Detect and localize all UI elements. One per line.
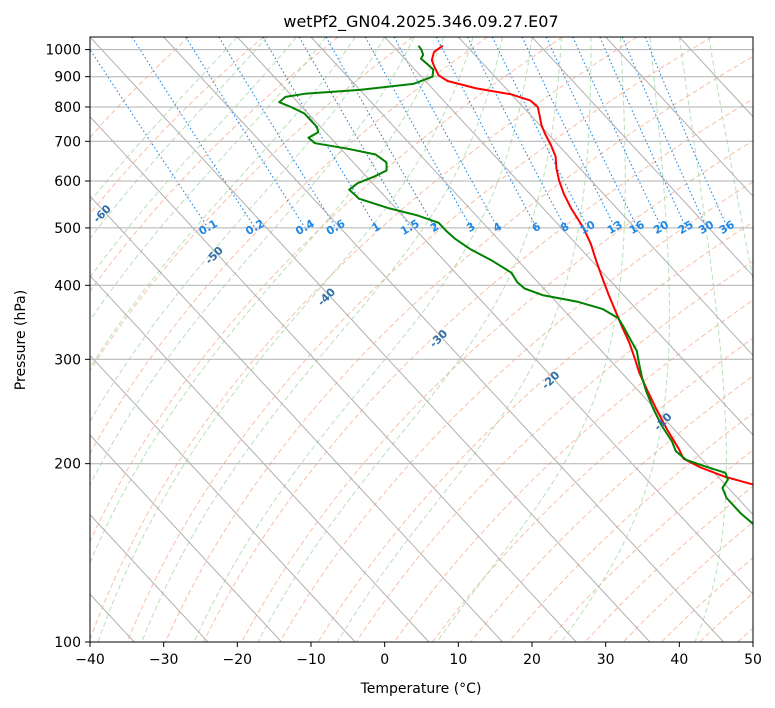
dry-adiabat-line bbox=[164, 55, 753, 642]
background-lines bbox=[90, 37, 753, 642]
moist-adiabat-line bbox=[193, 37, 533, 642]
isotherm-line bbox=[90, 354, 356, 642]
dry-adiabat-line bbox=[90, 37, 563, 543]
mixing-ratio-line bbox=[364, 37, 472, 229]
x-tick-label: 40 bbox=[670, 652, 688, 668]
moist-adiabat-line bbox=[560, 37, 670, 642]
x-tick-label: 10 bbox=[449, 652, 467, 668]
y-tick-label: 700 bbox=[54, 134, 81, 150]
dry-adiabat-line bbox=[90, 37, 264, 215]
mixing-ratio-line bbox=[491, 37, 589, 229]
moist-adiabat-line bbox=[90, 37, 386, 423]
isotherm-line bbox=[531, 37, 753, 277]
isotherm-line bbox=[90, 513, 209, 642]
isotherm-line bbox=[90, 275, 430, 642]
x-axis-label: Temperature (°C) bbox=[360, 681, 482, 697]
y-tick-label: 800 bbox=[54, 100, 81, 116]
y-tick-label: 900 bbox=[54, 70, 81, 86]
y-tick-label: 300 bbox=[54, 352, 81, 368]
mixing-ratio-line bbox=[218, 37, 337, 229]
dry-adiabat-line bbox=[90, 37, 339, 293]
x-tick-label: −10 bbox=[296, 652, 326, 668]
moist-adiabat-line bbox=[90, 37, 268, 240]
moist-adiabat-line bbox=[97, 37, 474, 642]
dewpoint-line bbox=[278, 45, 753, 526]
y-axis-label: Pressure (hPa) bbox=[13, 290, 29, 390]
x-tick-label: 0 bbox=[380, 652, 389, 668]
y-tick-label: 1000 bbox=[45, 43, 81, 59]
moist-adiabat-line bbox=[257, 37, 562, 642]
moist-adiabat-line bbox=[436, 37, 626, 642]
dry-adiabat-line bbox=[90, 37, 638, 641]
dry-adiabat-line bbox=[431, 337, 753, 642]
dry-adiabat-line bbox=[202, 98, 753, 642]
x-tick-label: −30 bbox=[149, 652, 179, 668]
y-tick-label: 600 bbox=[54, 174, 81, 190]
x-tick-label: 50 bbox=[744, 652, 762, 668]
moist-adiabat-line bbox=[90, 37, 238, 203]
moist-adiabat-line bbox=[678, 37, 727, 642]
y-tick-label: 100 bbox=[54, 635, 81, 651]
moist-adiabat-line bbox=[336, 37, 592, 642]
dry-adiabat-line bbox=[90, 37, 414, 372]
dry-adiabat-line bbox=[90, 37, 488, 455]
y-axis: 100 200 300 400 500 600 700 800 900 1000 bbox=[45, 43, 90, 651]
isotherm-line bbox=[384, 37, 753, 436]
x-axis: −40 −30 −20 −10 0 10 20 30 40 50 bbox=[75, 642, 762, 668]
moist-adiabat-line bbox=[90, 37, 356, 369]
mixing-ratio-line bbox=[131, 37, 256, 229]
dry-adiabat-line bbox=[469, 375, 753, 642]
x-tick-label: −40 bbox=[75, 652, 105, 668]
grid-lines bbox=[90, 37, 753, 642]
isotherm-line bbox=[457, 37, 753, 357]
moist-adiabat-line bbox=[708, 37, 753, 283]
x-tick-label: 30 bbox=[597, 652, 615, 668]
x-tick-label: 20 bbox=[523, 652, 541, 668]
isotherm-line bbox=[90, 195, 503, 642]
isotherm-line bbox=[310, 37, 753, 516]
series-layer bbox=[278, 44, 753, 526]
mixing-ratio-line bbox=[393, 37, 499, 229]
isotherm-line bbox=[236, 37, 753, 595]
mixing-ratio-line bbox=[90, 48, 209, 229]
isotherm-line bbox=[90, 434, 282, 642]
moist-adiabat-line bbox=[141, 37, 503, 642]
y-tick-label: 400 bbox=[54, 278, 81, 294]
isotherm-line bbox=[90, 115, 577, 642]
mixing-ratio-line bbox=[621, 37, 708, 229]
y-tick-label: 200 bbox=[54, 457, 81, 473]
dry-adiabat-line bbox=[317, 221, 753, 642]
dry-adiabat-line bbox=[393, 299, 753, 642]
y-tick-label: 500 bbox=[54, 221, 81, 237]
isotherm-line bbox=[605, 37, 753, 197]
isotherm-line bbox=[163, 37, 724, 642]
plot-frame bbox=[89, 36, 754, 643]
isotherm-line bbox=[90, 37, 651, 642]
chart-title: wetPf2_GN04.2025.346.09.27.E07 bbox=[283, 12, 558, 32]
x-tick-label: −20 bbox=[223, 652, 253, 668]
mixing-ratio-line bbox=[599, 37, 687, 229]
dry-adiabat-line bbox=[126, 37, 712, 642]
